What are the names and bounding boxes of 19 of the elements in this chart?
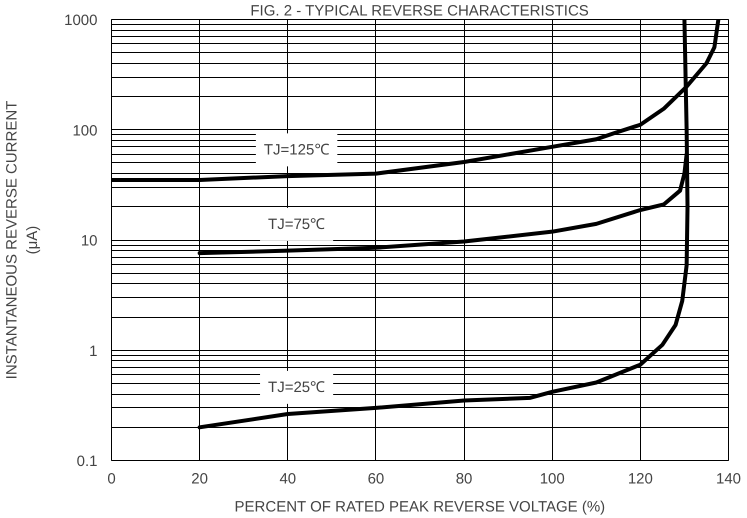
x-tick-label: 40 <box>279 470 296 488</box>
y-tick-label: 10 <box>80 232 98 250</box>
x-tick-label: 140 <box>716 470 742 488</box>
x-axis-title: PERCENT OF RATED PEAK REVERSE VOLTAGE (%) <box>234 498 606 516</box>
y-tick-label: 100 <box>72 122 98 140</box>
x-tick-label: 20 <box>191 470 208 488</box>
x-tick-label: 80 <box>456 470 472 488</box>
y-axis-title: INSTANTANEOUS REVERSE CURRENT (μA) <box>4 100 42 380</box>
x-tick-label: 100 <box>540 470 565 488</box>
x-tick-label: 60 <box>368 470 384 488</box>
y-tick-label: 0.1 <box>76 453 98 470</box>
y-tick-label: 1 <box>89 342 98 360</box>
x-tick-label: 0 <box>107 470 116 488</box>
x-tick-label: 120 <box>628 470 653 488</box>
series-label: TJ=25℃ <box>268 378 326 396</box>
y-tick-label: 1000 <box>64 12 98 29</box>
series-label: TJ=75℃ <box>268 216 326 233</box>
chart-title: FIG. 2 - TYPICAL REVERSE CHARACTERISTICS <box>250 2 589 20</box>
series-label: TJ=125℃ <box>264 141 330 158</box>
